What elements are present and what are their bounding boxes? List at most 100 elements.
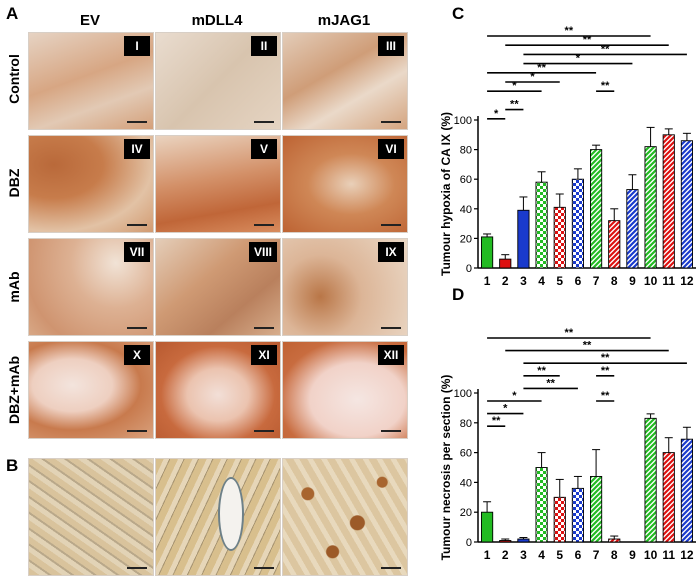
significance-label: ** <box>510 99 519 111</box>
micrograph-b-mjag1 <box>282 458 408 576</box>
significance-label: ** <box>583 340 592 352</box>
x-tick-label: 1 <box>484 274 491 288</box>
micrograph-mab-ev: VII <box>28 238 154 336</box>
bar-8 <box>608 220 621 269</box>
chart-c-svg: Tumour hypoxia of CA IX (%) 0 20 40 60 80 100 1… <box>439 25 696 288</box>
column-header-ev: EV <box>79 12 100 29</box>
scale-bar <box>127 224 147 226</box>
scale-bar <box>254 567 274 569</box>
y-tick-label: 20 <box>460 233 472 245</box>
panel-letter-d: D <box>452 285 465 304</box>
x-tick-label: 12 <box>680 274 694 288</box>
scale-bar <box>127 327 147 329</box>
x-tick-label: 4 <box>538 274 545 288</box>
x-tick-label: 7 <box>593 548 600 562</box>
micrograph-mab-mjag1: IX <box>282 238 408 336</box>
micrograph-mab-mdll4: VIII <box>155 238 281 336</box>
scale-bar <box>381 224 401 226</box>
x-tick-label: 7 <box>593 274 600 288</box>
roman-label: I <box>124 36 150 56</box>
x-tick-label: 4 <box>538 548 545 562</box>
micrograph-dbz-mjag1: VI <box>282 135 408 233</box>
roman-label: IV <box>124 139 150 159</box>
y-tick-label: 0 <box>466 263 472 275</box>
bar-7 <box>590 475 603 543</box>
y-tick-label: 0 <box>466 537 472 549</box>
micrograph-control-mjag1: III <box>282 32 408 130</box>
bar-4 <box>535 181 548 269</box>
significance-label: * <box>576 53 581 65</box>
y-tick-label: 100 <box>454 388 472 400</box>
x-tick-label: 8 <box>611 274 618 288</box>
significance-label: ** <box>565 327 574 339</box>
significance-label: * <box>530 71 535 83</box>
x-tick-label: 3 <box>520 274 527 288</box>
significance-label: ** <box>601 43 610 55</box>
x-tick-label: 6 <box>575 274 582 288</box>
significance-label: ** <box>565 25 574 37</box>
x-tick-label: 9 <box>629 274 636 288</box>
y-tick-label: 40 <box>460 477 472 489</box>
x-tick-label: 10 <box>644 548 658 562</box>
y-tick-label: 80 <box>460 145 472 157</box>
bar-10 <box>644 417 657 543</box>
significance-label: ** <box>601 80 610 92</box>
bar-5 <box>553 496 566 543</box>
scale-bar <box>127 430 147 432</box>
roman-label: IX <box>378 242 404 262</box>
x-tick-label: 11 <box>662 274 675 288</box>
roman-label: X <box>124 345 150 365</box>
scale-bar <box>127 567 147 569</box>
panel-letter-c: C <box>452 4 465 23</box>
x-tick-label: 11 <box>662 548 675 562</box>
micrograph-control-mdll4: II <box>155 32 281 130</box>
micrograph-dbz-mab-mdll4: XI <box>155 341 281 439</box>
micrograph-dbz-ev: IV <box>28 135 154 233</box>
bar-12 <box>680 140 693 269</box>
chart-d-svg: Tumour necrosis per section (%) 0 20 40 60 80… <box>439 327 696 562</box>
micrograph-control-ev: I <box>28 32 154 130</box>
bar-12 <box>680 438 693 543</box>
bar-3 <box>517 209 530 269</box>
significance-label: ** <box>601 390 610 402</box>
scale-bar <box>254 224 274 226</box>
chart-c: Tumour hypoxia of CA IX (%) 0 20 40 60 80 100 1… <box>438 18 700 288</box>
row-header-dbz: DBZ <box>6 168 22 198</box>
significance-label: * <box>512 390 517 402</box>
x-tick-label: 5 <box>556 274 563 288</box>
scale-bar <box>254 327 274 329</box>
significance-label: * <box>503 403 508 415</box>
x-tick-label: 6 <box>575 548 582 562</box>
y-tick-label: 20 <box>460 507 472 519</box>
x-tick-label: 5 <box>556 548 563 562</box>
panel-letter-b: B <box>6 456 19 475</box>
y-tick-label: 60 <box>460 448 472 460</box>
scale-bar <box>254 430 274 432</box>
roman-label: XII <box>378 345 404 365</box>
micrograph-dbz-mab-mjag1: XII <box>282 341 408 439</box>
bar-3 <box>517 538 530 543</box>
roman-label: VIII <box>248 242 277 262</box>
column-header-mjag1: mJAG1 <box>317 12 371 29</box>
y-axis-label: Tumour hypoxia of CA IX (%) <box>439 112 453 276</box>
significance-label: ** <box>537 62 546 74</box>
bar-6 <box>571 487 584 543</box>
bar-11 <box>662 134 675 269</box>
bar-11 <box>662 452 675 543</box>
x-tick-label: 9 <box>629 548 636 562</box>
y-tick-label: 100 <box>454 115 472 127</box>
bar-9 <box>626 189 639 269</box>
x-tick-label: 2 <box>502 274 509 288</box>
scale-bar <box>381 121 401 123</box>
vessel-lumen <box>218 477 244 551</box>
bar-2 <box>499 258 512 269</box>
bar-5 <box>553 206 566 269</box>
significance-label: ** <box>546 377 555 389</box>
roman-label: V <box>251 139 277 159</box>
significance-label: ** <box>583 34 592 46</box>
micrograph-b-ev <box>28 458 154 576</box>
bar-2 <box>499 540 512 543</box>
row-header-dbz-mab: DBZ+mAb <box>6 355 22 425</box>
significance-label: * <box>512 80 517 92</box>
significance-label: ** <box>601 365 610 377</box>
